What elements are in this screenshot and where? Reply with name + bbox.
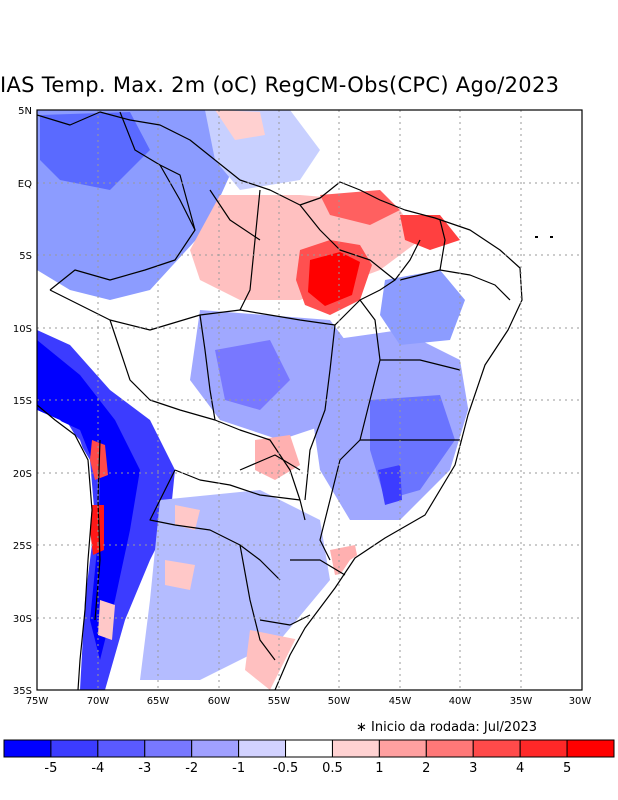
legend-swatch [238, 739, 287, 758]
legend-swatch [378, 739, 427, 758]
legend-swatch [566, 739, 615, 758]
legend-swatch [425, 739, 474, 758]
island-marker [535, 236, 538, 238]
anomaly-map: 5N EQ 5S 10S 15S 20S 25S 30S 35S 75W 70W… [13, 106, 592, 707]
legend-label: 4 [516, 761, 524, 776]
legend-label: 1 [375, 761, 383, 776]
map-title: IAS Temp. Max. 2m (oC) RegCM-Obs(CPC) Ag… [0, 73, 560, 97]
legend-swatch [472, 739, 521, 758]
legend-swatch [97, 739, 146, 758]
legend-swatch [3, 739, 52, 758]
legend-label: -5 [44, 761, 57, 776]
lon-tick-label: 70W [87, 696, 110, 707]
cool-anomaly-northeast [380, 270, 465, 345]
cool-anomaly-south [140, 490, 330, 680]
lat-tick-label: EQ [18, 179, 32, 190]
legend-swatch [285, 739, 333, 758]
atlantic-ocean [270, 110, 582, 690]
warm-anomaly-atacama-2 [90, 505, 104, 555]
lat-tick-label: 25S [13, 541, 32, 552]
borders [37, 111, 523, 690]
lon-tick-label: 75W [26, 696, 49, 707]
graticule [37, 110, 582, 690]
cool-anomaly-andes-core [37, 340, 140, 660]
legend-swatch [50, 739, 99, 758]
lat-tick-label: 10S [13, 324, 32, 335]
lat-tick-label: 35S [13, 686, 32, 697]
lon-tick-label: 30W [569, 696, 592, 707]
lon-tick-label: 40W [449, 696, 472, 707]
legend-label: -0.5 [273, 761, 298, 776]
legend-swatch [191, 739, 240, 758]
pacific-ocean [37, 410, 90, 690]
color-legend: -5 -4 -3 -2 -1 -0.5 0.5 1 2 3 4 5 [3, 739, 615, 776]
legend-label: 2 [422, 761, 430, 776]
warm-anomaly-coast [320, 190, 400, 225]
legend-label: -2 [185, 761, 198, 776]
legend-label: 5 [563, 761, 571, 776]
legend-swatch [519, 739, 568, 758]
lon-tick-label: 55W [268, 696, 291, 707]
warm-anomaly-north-small [215, 110, 265, 140]
lon-tick-label: 45W [389, 696, 412, 707]
legend-label: -3 [138, 761, 151, 776]
lat-axis: 5N EQ 5S 10S 15S 20S 25S 30S 35S [13, 106, 32, 697]
legend-swatch [331, 739, 380, 758]
lat-tick-label: 30S [13, 614, 32, 625]
legend-swatches [3, 739, 615, 758]
legend-label: 0.5 [322, 761, 343, 776]
map-frame [36, 109, 583, 691]
legend-labels: -5 -4 -3 -2 -1 -0.5 0.5 1 2 3 4 5 [44, 761, 571, 776]
cool-anomaly-north-core [40, 112, 150, 190]
warm-anomaly-argentina [165, 560, 195, 590]
lat-tick-label: 5S [19, 251, 32, 262]
legend-swatch [144, 739, 193, 758]
lon-tick-label: 60W [208, 696, 231, 707]
legend-label: -1 [232, 761, 245, 776]
legend-label: 3 [469, 761, 477, 776]
warm-anomaly-para-core [308, 252, 360, 306]
warm-anomaly-argentina-2 [175, 505, 200, 530]
cool-anomaly-east-deep [378, 465, 402, 505]
lon-tick-label: 35W [510, 696, 533, 707]
run-start-note: ∗ Inicio da rodada: Jul/2023 [356, 720, 538, 735]
cool-anomaly-central-core [215, 340, 290, 410]
island-marker [550, 236, 553, 238]
lat-tick-label: 20S [13, 469, 32, 480]
warm-anomaly-chile-south [98, 600, 115, 640]
lon-axis: 75W 70W 65W 60W 55W 50W 45W 40W 35W 30W [26, 696, 592, 707]
lat-tick-label: 5N [18, 106, 32, 117]
lat-tick-label: 15S [13, 396, 32, 407]
legend-label: -4 [91, 761, 104, 776]
lon-tick-label: 50W [328, 696, 351, 707]
lon-tick-label: 65W [147, 696, 170, 707]
